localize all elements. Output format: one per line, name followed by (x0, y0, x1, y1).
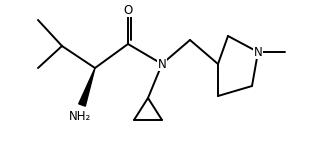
Text: N: N (254, 45, 262, 58)
Text: O: O (123, 4, 133, 16)
Text: N: N (158, 58, 166, 70)
Polygon shape (79, 68, 95, 106)
Text: NH₂: NH₂ (69, 110, 91, 123)
